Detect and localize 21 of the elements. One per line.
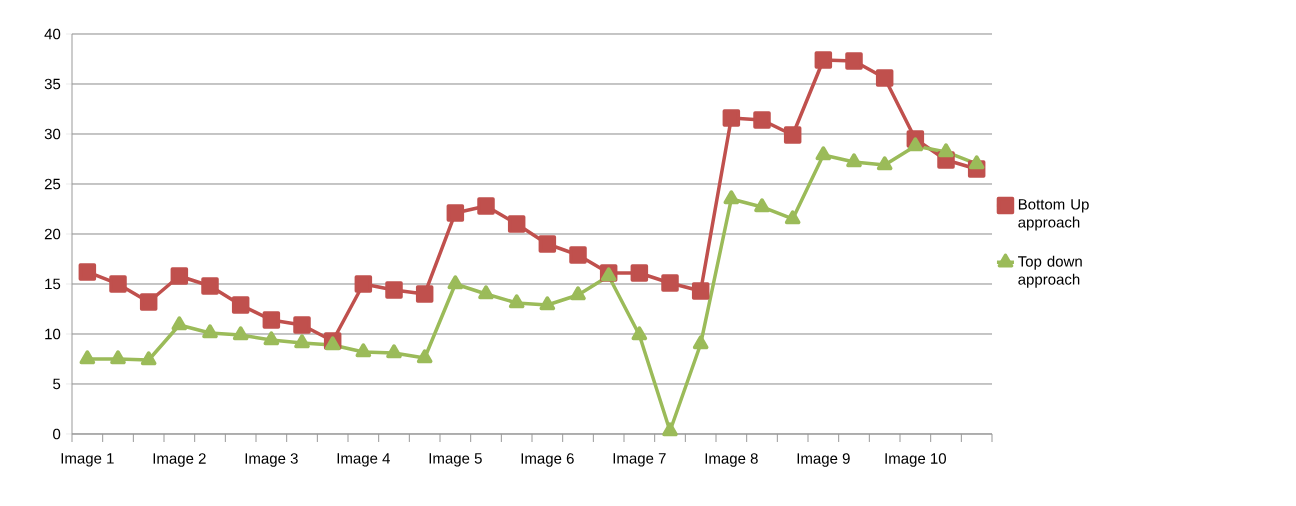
x-tick-label: Image 2 <box>153 453 206 467</box>
y-tick-label: 5 <box>53 378 61 390</box>
x-tick-label: Image 3 <box>245 453 298 467</box>
x-tick-label: Image 10 <box>885 453 946 467</box>
legend-label: Top down approach <box>1018 255 1082 288</box>
x-tick-label: Image 7 <box>613 453 666 467</box>
y-tick-label: 35 <box>44 78 61 90</box>
x-tick-label: Image 1 <box>61 453 114 467</box>
x-tick-label: Image 8 <box>705 453 758 467</box>
x-tick-label: Image 9 <box>797 453 850 467</box>
y-tick-label: 40 <box>44 28 61 40</box>
y-tick-label: 25 <box>44 178 61 190</box>
x-tick-label: Image 5 <box>429 453 482 467</box>
y-tick-label: 0 <box>53 428 61 440</box>
legend-label: Bottom Up approach <box>1018 199 1089 231</box>
y-tick-label: 15 <box>45 278 61 290</box>
x-tick-label: Image 4 <box>337 453 390 467</box>
x-tick-label: Image 6 <box>521 453 574 467</box>
y-tick-label: 10 <box>45 328 61 340</box>
y-tick-label: 30 <box>44 128 61 140</box>
y-tick-label: 20 <box>44 228 61 240</box>
